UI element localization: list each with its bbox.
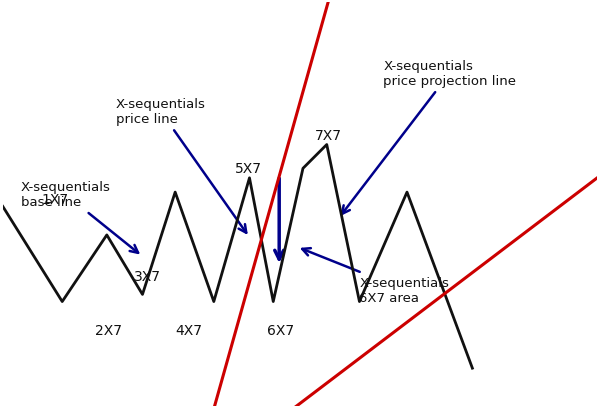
Text: 3X7: 3X7 (134, 269, 161, 283)
Text: 1X7: 1X7 (41, 193, 68, 207)
Text: 6X7: 6X7 (268, 323, 295, 337)
Text: 7X7: 7X7 (315, 129, 342, 143)
Text: X-sequentials
6X7 area: X-sequentials 6X7 area (302, 249, 449, 304)
Text: X-sequentials
price line: X-sequentials price line (116, 98, 246, 233)
Text: X-sequentials
base line: X-sequentials base line (20, 181, 138, 253)
Text: 4X7: 4X7 (175, 323, 202, 337)
Text: X-sequentials
price projection line: X-sequentials price projection line (342, 60, 516, 214)
Text: 2X7: 2X7 (95, 323, 122, 337)
Text: 5X7: 5X7 (235, 162, 262, 176)
